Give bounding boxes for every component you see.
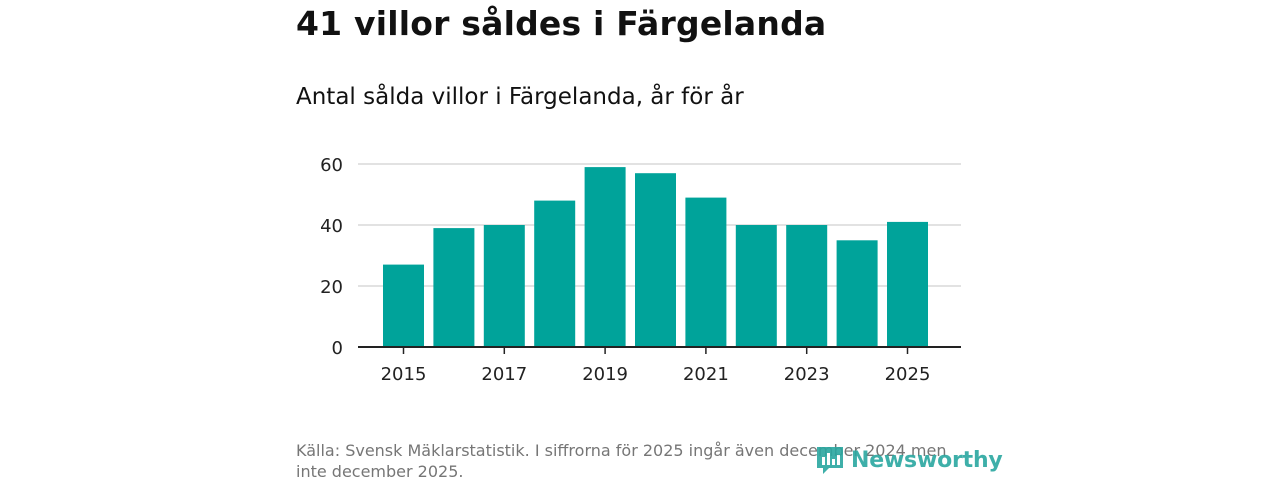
bar-2023[interactable] xyxy=(786,225,828,347)
bar-2020[interactable] xyxy=(635,173,676,347)
y-tick-label: 60 xyxy=(320,155,343,176)
x-tick-label: 2019 xyxy=(582,364,628,385)
bar-2016[interactable] xyxy=(433,228,475,347)
x-tick-label: 2021 xyxy=(683,364,729,385)
bar-2015[interactable] xyxy=(383,264,424,347)
source-note: Källa: Svensk Mäklarstatistik. I siffror… xyxy=(296,441,947,480)
axis-layer: 0 20 40 60 2015 2017 2019 2021 2023 2025 xyxy=(320,155,961,385)
bar-2021[interactable] xyxy=(685,197,727,347)
x-tick-label: 2025 xyxy=(885,364,931,385)
bar-chart-logo-icon xyxy=(817,447,843,474)
bar-2024[interactable] xyxy=(836,240,878,348)
brand-logo[interactable]: Newsworthy xyxy=(815,444,1003,476)
brand-name: Newsworthy xyxy=(851,447,1003,473)
headline: 41 villor såldes i Färgelanda xyxy=(296,4,827,43)
bar-2019[interactable] xyxy=(584,167,626,347)
x-tick-label: 2015 xyxy=(381,364,427,385)
bar-2022[interactable] xyxy=(735,225,777,347)
y-tick-label: 0 xyxy=(332,338,343,359)
x-tick-label: 2017 xyxy=(481,364,527,385)
bar-2018[interactable] xyxy=(534,200,576,347)
bar-2025[interactable] xyxy=(887,221,928,347)
chart-subtitle: Antal sålda villor i Färgelanda, år för … xyxy=(296,84,744,110)
bar-2017[interactable] xyxy=(483,225,525,347)
x-tick-label: 2023 xyxy=(784,364,830,385)
y-tick-label: 20 xyxy=(320,277,343,298)
y-tick-label: 40 xyxy=(320,216,343,237)
bar-layer xyxy=(383,167,928,348)
